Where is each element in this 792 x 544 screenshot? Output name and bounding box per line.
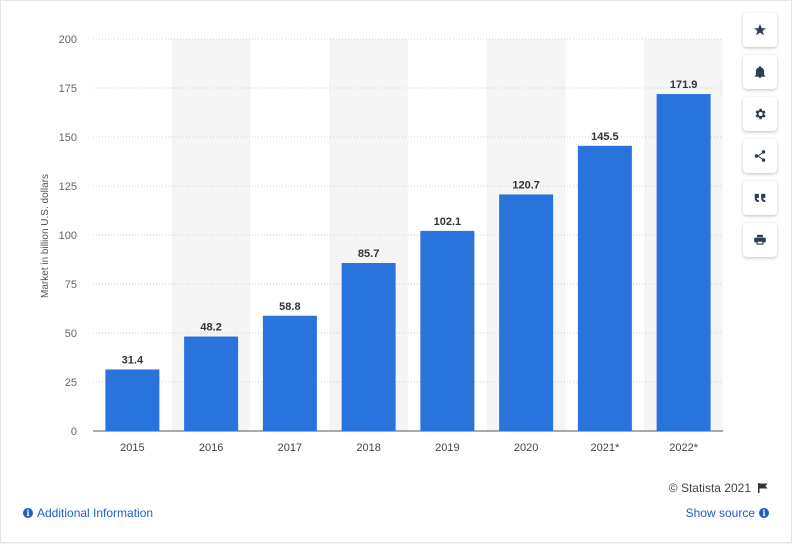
data-label: 171.9 xyxy=(670,79,698,91)
y-tick-label: 150 xyxy=(59,132,77,144)
share-button[interactable] xyxy=(743,139,777,173)
bar[interactable] xyxy=(184,336,239,431)
x-tick-label: 2021* xyxy=(590,442,619,454)
star-icon xyxy=(754,24,766,36)
copyright-text: © Statista 2021 xyxy=(668,481,751,495)
y-tick-label: 100 xyxy=(59,230,77,242)
bar[interactable] xyxy=(420,230,475,431)
gear-icon xyxy=(755,108,766,120)
x-tick-label: 2017 xyxy=(278,442,302,454)
y-tick-label: 0 xyxy=(71,426,77,438)
bar[interactable] xyxy=(262,315,317,431)
bar[interactable] xyxy=(341,263,396,431)
bar[interactable] xyxy=(105,369,160,431)
info-icon: i xyxy=(759,508,769,518)
x-tick-label: 2016 xyxy=(199,442,223,454)
data-label: 31.4 xyxy=(122,354,144,366)
x-tick-label: 2022* xyxy=(669,442,698,454)
print-icon xyxy=(754,234,766,245)
data-labels: 31.4 48.2 58.8 85.7 102.1 120.7 145.5 171.9 xyxy=(122,79,698,366)
flag-icon[interactable] xyxy=(757,482,769,494)
bell-icon xyxy=(754,65,766,78)
show-source-link[interactable]: Show source i xyxy=(686,506,769,520)
bars xyxy=(105,94,711,432)
quote-icon xyxy=(754,193,766,203)
bar[interactable] xyxy=(499,194,554,431)
y-axis-ticks: 0 25 50 75 100 125 150 175 200 xyxy=(59,34,77,438)
data-label: 145.5 xyxy=(591,131,619,143)
x-tick-label: 2020 xyxy=(514,442,538,454)
bar[interactable] xyxy=(577,145,632,431)
y-tick-label: 125 xyxy=(59,181,77,193)
data-label: 120.7 xyxy=(512,179,540,191)
data-label: 48.2 xyxy=(200,322,221,334)
additional-information-link[interactable]: i Additional Information xyxy=(23,506,153,520)
share-icon xyxy=(754,150,766,162)
x-tick-label: 2018 xyxy=(356,442,380,454)
toolbar xyxy=(743,13,777,257)
y-tick-label: 50 xyxy=(65,328,77,340)
data-label: 102.1 xyxy=(434,216,462,228)
show-source-label: Show source xyxy=(685,506,755,520)
additional-information-label: Additional Information xyxy=(37,506,154,520)
print-button[interactable] xyxy=(743,223,777,257)
x-tick-label: 2015 xyxy=(120,442,144,454)
copyright: © Statista 2021 xyxy=(669,481,769,495)
x-tick-label: 2019 xyxy=(435,442,459,454)
favorite-button[interactable] xyxy=(743,13,777,47)
cite-button[interactable] xyxy=(743,181,777,215)
y-tick-label: 75 xyxy=(65,279,77,291)
data-label: 85.7 xyxy=(358,248,379,260)
y-tick-label: 175 xyxy=(59,83,77,95)
y-tick-label: 200 xyxy=(59,34,77,46)
x-axis-ticks: 2015 2016 2017 2018 2019 2020 2021* 2022* xyxy=(120,442,699,454)
data-label: 58.8 xyxy=(279,301,300,313)
settings-button[interactable] xyxy=(743,97,777,131)
alert-button[interactable] xyxy=(743,55,777,89)
bar[interactable] xyxy=(656,94,711,432)
y-tick-label: 25 xyxy=(65,377,77,389)
info-icon: i xyxy=(23,508,33,518)
y-axis-title: Market in billion U.S. dollars xyxy=(40,174,51,298)
